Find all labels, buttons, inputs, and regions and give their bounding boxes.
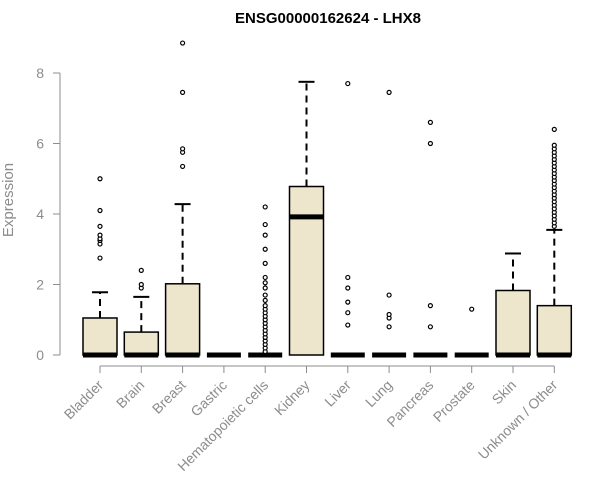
outlier-point	[97, 232, 103, 238]
y-tick-label: 6	[36, 136, 44, 152]
box-unknown-other	[536, 126, 573, 358]
outlier-point	[551, 126, 557, 132]
outlier-point	[97, 176, 103, 182]
outlier-point	[345, 80, 351, 87]
box-body	[495, 289, 531, 356]
box-body	[536, 304, 573, 356]
x-category-label: Breast	[149, 377, 189, 417]
y-tick-label: 0	[36, 347, 44, 363]
outlier-point	[427, 324, 433, 330]
outlier-point	[180, 146, 186, 152]
box-pancreas	[413, 119, 448, 358]
outlier-point	[262, 232, 268, 238]
outlier-point	[138, 267, 144, 273]
outlier-point	[427, 119, 433, 125]
outlier-point	[386, 324, 392, 330]
box-bladder	[82, 176, 118, 358]
x-category-label: Skin	[489, 377, 520, 408]
box-kidney	[288, 80, 325, 356]
outlier-point	[262, 303, 268, 309]
outlier-point	[97, 223, 103, 229]
box-hematopoietic-cells	[248, 204, 283, 358]
box-brain	[123, 267, 160, 358]
outlier-point	[262, 246, 268, 252]
y-tick-label: 4	[36, 206, 44, 222]
outlier-point	[180, 40, 186, 46]
outlier-point	[386, 311, 392, 318]
outlier-point	[469, 306, 475, 312]
x-category-label: Bladder	[61, 377, 107, 423]
box-body	[164, 283, 201, 356]
outlier-point	[386, 89, 392, 95]
outlier-point	[180, 89, 186, 95]
outlier-point	[345, 310, 351, 316]
x-category-label: Prostate	[430, 377, 478, 425]
outlier-point	[427, 303, 433, 309]
box-liver	[330, 80, 365, 358]
outlier-point	[262, 280, 268, 286]
box-body	[288, 185, 325, 356]
outlier-point	[262, 292, 268, 298]
outlier-point	[262, 274, 268, 281]
outlier-point	[262, 204, 268, 210]
box-skin	[495, 252, 531, 358]
outlier-point	[427, 140, 433, 147]
x-category-label: Brain	[113, 377, 147, 411]
outlier-point	[262, 297, 268, 303]
chart-title: ENSG00000162624 - LHX8	[235, 10, 421, 27]
y-tick-label: 2	[36, 277, 44, 293]
box-breast	[164, 40, 201, 358]
box-prostate	[454, 306, 489, 358]
box-lung	[372, 89, 407, 358]
y-axis: 0 2 4 6 8	[36, 65, 61, 363]
outlier-point	[97, 207, 103, 214]
y-axis-label: Expression	[0, 163, 17, 237]
box-series	[82, 40, 573, 358]
outlier-point	[180, 163, 186, 170]
outlier-point	[97, 255, 103, 261]
outlier-point	[262, 285, 268, 291]
x-category-label: Lung	[362, 377, 395, 410]
box-body	[123, 331, 160, 356]
outlier-point	[262, 221, 268, 228]
outlier-point	[345, 322, 351, 328]
x-category-label: Liver	[321, 377, 354, 410]
outlier-point	[386, 292, 392, 298]
y-tick-label: 8	[36, 65, 44, 81]
outlier-point	[345, 299, 351, 305]
x-category-label: Kidney	[271, 377, 313, 419]
box-body	[82, 317, 118, 356]
outlier-point	[262, 260, 268, 266]
outlier-point	[345, 274, 351, 281]
outlier-point	[551, 142, 557, 148]
outlier-point	[138, 281, 144, 288]
outlier-point	[345, 285, 351, 291]
